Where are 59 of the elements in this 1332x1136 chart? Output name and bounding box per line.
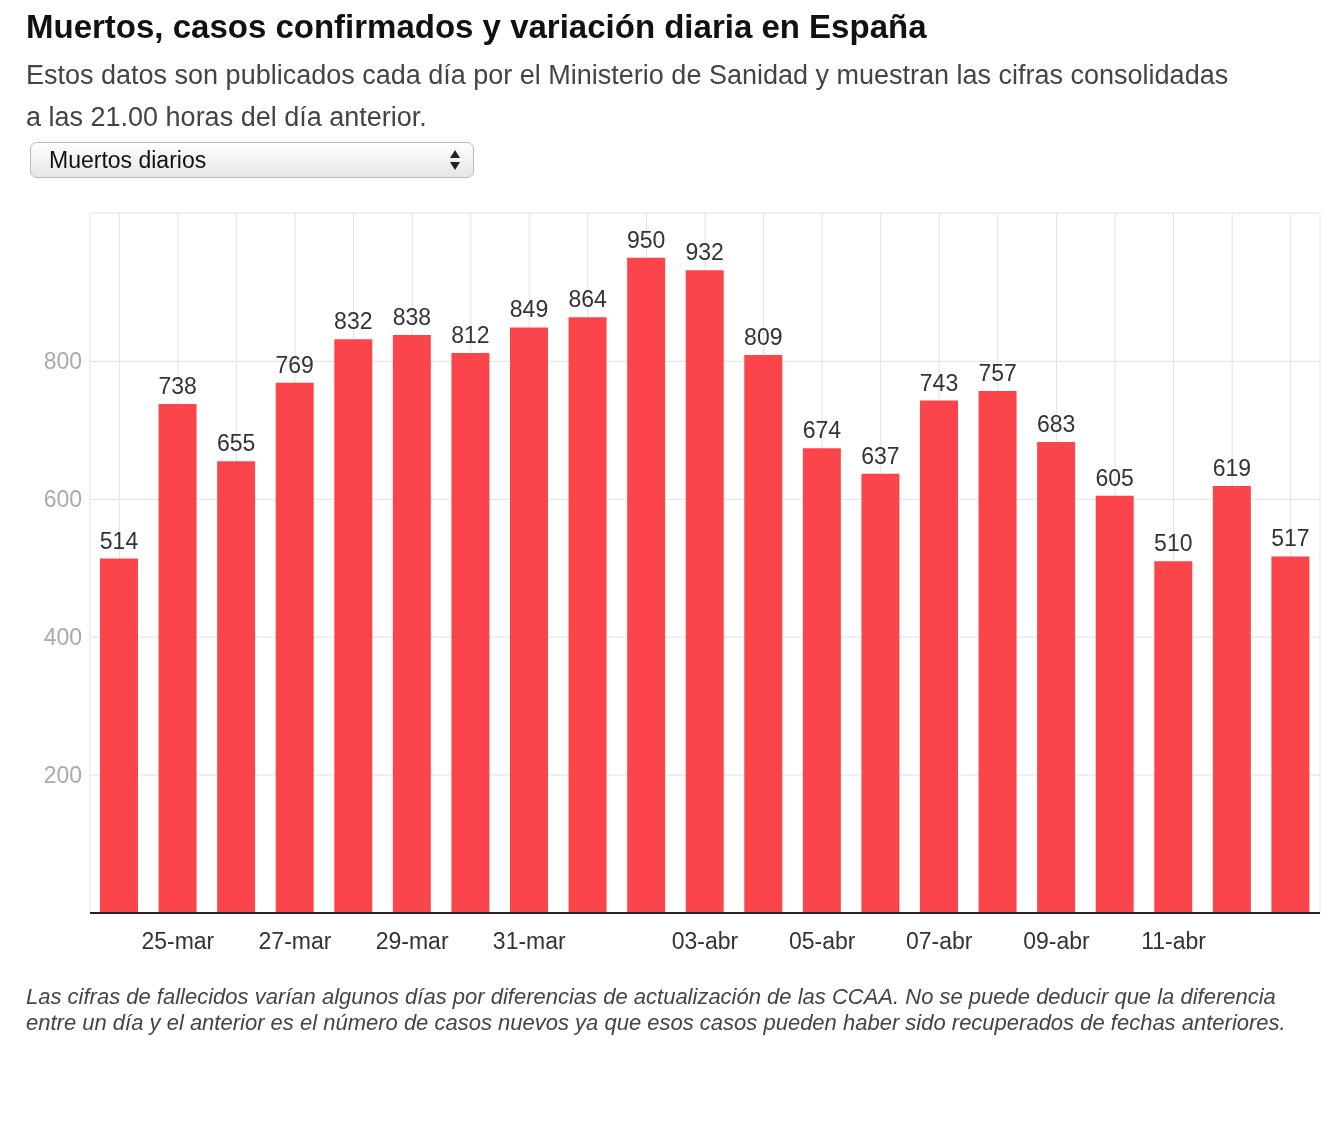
x-tick-label: 29-mar: [375, 928, 449, 955]
data-label: 637: [861, 442, 900, 469]
data-label: 809: [744, 324, 783, 351]
data-label: 674: [802, 417, 842, 444]
bar: [1271, 556, 1310, 913]
y-tick-label: 200: [43, 762, 82, 789]
data-label: 605: [1095, 464, 1134, 491]
bar: [334, 339, 373, 913]
bar: [100, 558, 138, 913]
bar: [1095, 495, 1134, 913]
bar: [861, 473, 900, 913]
data-label: 812: [451, 322, 490, 348]
y-tick-label: 400: [43, 624, 82, 651]
x-tick-label: 05-abr: [788, 928, 856, 955]
data-label: 517: [1271, 525, 1310, 552]
y-tick-label: 600: [43, 486, 82, 513]
bar: [920, 400, 958, 913]
data-label: 655: [216, 430, 256, 457]
data-label: 932: [685, 239, 724, 266]
data-label: 950: [626, 226, 666, 253]
x-tick-label: 25-mar: [141, 928, 215, 955]
data-label: 683: [1036, 410, 1076, 437]
bar: [1037, 441, 1076, 913]
data-label: 757: [978, 359, 1017, 386]
data-label: 738: [158, 373, 197, 400]
bar: [978, 390, 1017, 913]
bar: [744, 355, 783, 913]
bar: [1154, 561, 1193, 913]
bar: [451, 353, 490, 913]
x-tick-label: 07-abr: [906, 928, 973, 955]
data-label: 514: [99, 527, 139, 554]
bar: [1212, 486, 1251, 913]
x-tick-label: 11-abr: [1141, 928, 1207, 955]
data-label: 743: [919, 369, 959, 396]
data-label: 838: [392, 304, 432, 331]
x-tick-label: 03-abr: [671, 928, 739, 955]
chart-subtitle: Estos datos son publicados cada día por el Ministerio de Sanidad y muestran las cifras consolidadas a las 21.00 horas del día anterior.: [26, 59, 1230, 134]
dropdown: Muertos diarios: [30, 142, 474, 178]
x-tick-label: 31-mar: [492, 928, 567, 955]
bar: [627, 257, 666, 913]
y-tick-label: 800: [43, 348, 82, 375]
bar: [217, 461, 256, 913]
bar: [392, 335, 431, 913]
chart-title: Muertos, casos confirmados y variación diaria en España: [26, 8, 928, 46]
data-label: 849: [509, 296, 549, 323]
data-label: 864: [568, 286, 607, 313]
text: Las cifras de fallecidos varían algunos días por diferencias de actualización de las CCAA. No se puede deducir que la diferencia entre un día y el anterior es el número de casos nuevos ya que esos casos pueden haber sido recuperados de fechas anteriores.: [26, 984, 1287, 1036]
bar: [802, 448, 841, 913]
data-label: 510: [1154, 530, 1193, 557]
bar: [158, 404, 197, 913]
x-tick-label: 27-mar: [258, 928, 332, 955]
bar: [685, 270, 724, 913]
data-label: 832: [334, 308, 373, 335]
bar: [275, 382, 314, 913]
x-tick-label: 09-abr: [1023, 928, 1091, 955]
data-label: 769: [275, 351, 314, 378]
data-label: 619: [1212, 455, 1252, 482]
bar: [568, 317, 607, 913]
bar: [510, 327, 548, 913]
